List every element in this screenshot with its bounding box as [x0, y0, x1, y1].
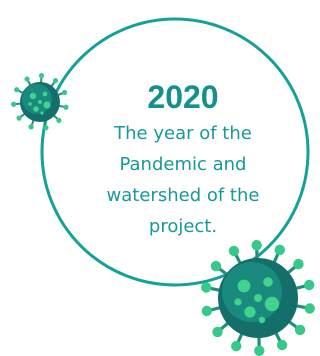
virus-spot	[38, 100, 42, 104]
spike-tip	[277, 340, 287, 350]
virus-spot	[40, 111, 43, 114]
virus-spot	[259, 317, 265, 323]
virus-large	[201, 240, 315, 356]
caption-line: project.	[149, 216, 217, 237]
spike-tip	[14, 87, 19, 92]
virus-spot	[265, 297, 279, 311]
spike-tip	[254, 346, 264, 356]
spike-tip	[63, 105, 68, 110]
spike-tip	[293, 259, 303, 269]
caption-line: watershed of the	[107, 185, 260, 206]
graphic: 2020 The year of the Pandemic and waters…	[0, 0, 316, 356]
spike-tip	[211, 261, 221, 271]
spike-tip	[24, 76, 29, 81]
spike-tip	[295, 325, 305, 335]
spike-tip	[43, 125, 48, 130]
spike-tip	[231, 341, 241, 351]
spike-tip	[305, 303, 315, 313]
caption-line: The year of the	[113, 123, 252, 144]
caption-line: Pandemic and	[119, 154, 246, 175]
spike-tip	[53, 78, 58, 83]
frame-circle	[42, 19, 308, 285]
spike-tip	[229, 246, 239, 256]
spike-tip	[201, 282, 211, 292]
spike-tip	[202, 306, 212, 316]
spike-tip	[252, 240, 262, 250]
virus-small	[11, 73, 68, 130]
spike-tip	[212, 327, 222, 337]
virus-spot	[254, 294, 262, 302]
spike-tip	[275, 245, 285, 255]
year: 2020	[147, 79, 218, 115]
virus-spot	[43, 92, 48, 97]
virus-spot	[244, 306, 255, 317]
spike-tip	[11, 102, 16, 107]
virus-spot	[234, 298, 241, 305]
spike-tip	[304, 280, 314, 290]
page: 2020 The year of the Pandemic and waters…	[0, 0, 316, 356]
spike-tip	[56, 118, 61, 123]
spike-tip	[39, 73, 44, 78]
spike-tip	[29, 124, 34, 129]
spike-tip	[16, 116, 21, 121]
virus-spot	[30, 93, 36, 99]
virus-spot	[238, 280, 251, 293]
virus-spot	[263, 277, 273, 287]
spike-tip	[62, 90, 67, 95]
virus-spot	[33, 106, 39, 112]
virus-spot	[28, 102, 32, 106]
virus-spot	[43, 101, 50, 108]
